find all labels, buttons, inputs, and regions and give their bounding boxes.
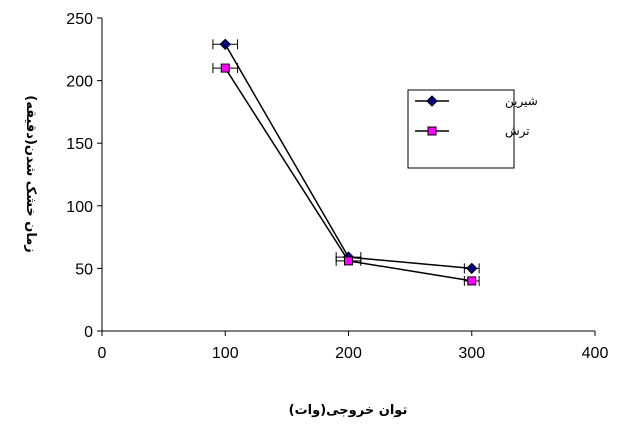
- legend-items: شیرین ترش: [415, 94, 538, 139]
- legend-item-1: ترش: [415, 124, 530, 139]
- y-tick-label-0: 0: [84, 324, 93, 341]
- x-tick-label-1: 100: [212, 345, 239, 362]
- x-axis-title: توان خروجی(وات): [289, 403, 408, 418]
- axes: [101, 18, 595, 332]
- series-layer: [212, 38, 480, 286]
- point-1-0: [220, 63, 230, 73]
- x-tick-label-4: 400: [582, 345, 609, 362]
- y-tick-label-3: 150: [66, 136, 93, 153]
- point-0-0: [219, 38, 231, 50]
- point-1-2: [467, 276, 477, 286]
- legend-label-1: ترش: [505, 124, 530, 139]
- legend: شیرین ترش: [407, 89, 538, 169]
- y-tick-label-5: 250: [66, 11, 93, 28]
- x-tick-label-0: 0: [98, 345, 107, 362]
- y-tick-label-1: 50: [75, 261, 93, 278]
- legend-item-0: شیرین: [415, 94, 538, 109]
- series-1: [212, 63, 480, 286]
- y-tick-label-4: 200: [66, 74, 93, 91]
- legend-box: [407, 89, 515, 169]
- ticks: 0 50 100 150 200 250 0 100 200 300 400: [66, 11, 608, 362]
- x-tick-label-2: 200: [335, 345, 362, 362]
- point-1-1: [344, 256, 353, 266]
- point-0-2: [466, 262, 478, 275]
- x-tick-label-3: 300: [458, 345, 485, 362]
- legend-label-0: شیرین: [505, 94, 538, 109]
- y-axis-title: زمان خشک شدن(دقیقه): [23, 95, 38, 252]
- legend-marker-1: [427, 126, 437, 136]
- legend-marker-0: [426, 95, 438, 107]
- y-tick-label-2: 100: [66, 199, 93, 216]
